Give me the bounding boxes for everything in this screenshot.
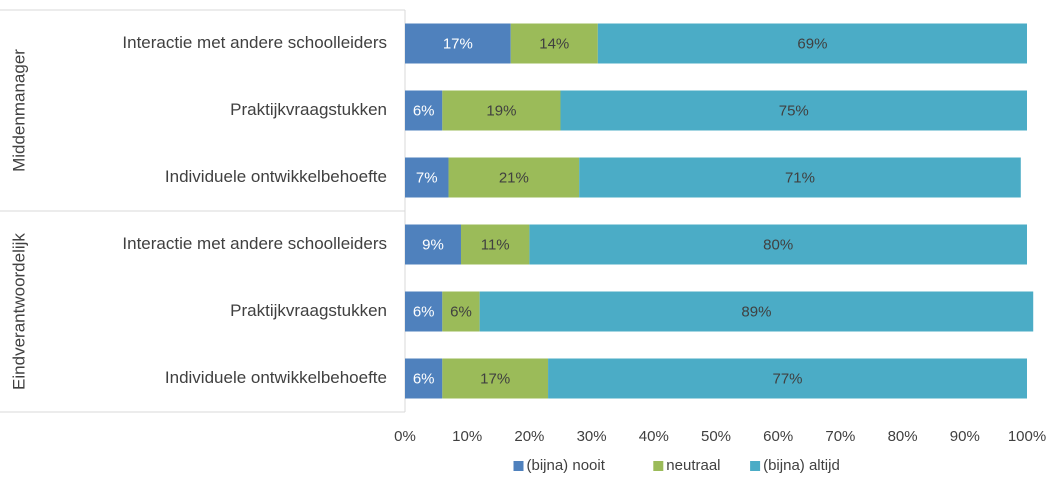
- value-label: 69%: [797, 35, 827, 52]
- x-tick-label: 10%: [452, 428, 482, 445]
- value-label: 17%: [443, 35, 473, 52]
- y-tick-label: Interactie met andere schoolleiders: [122, 33, 387, 52]
- value-label: 7%: [416, 169, 438, 186]
- x-tick-label: 30%: [577, 428, 607, 445]
- legend-swatch: [750, 461, 761, 471]
- bar-segment: [510, 23, 598, 64]
- bar-segment: [460, 224, 530, 265]
- legend-label: neutraal: [666, 457, 720, 474]
- x-tick-label: 100%: [1008, 428, 1046, 445]
- x-tick-label: 20%: [514, 428, 544, 445]
- bar-segment: [560, 90, 1027, 131]
- bar-segment: [597, 23, 1027, 64]
- bar-segment: [579, 157, 1021, 198]
- group-label: Eindverantwoordelijk: [9, 233, 28, 390]
- value-label: 21%: [499, 169, 529, 186]
- x-tick-label: 0%: [394, 428, 416, 445]
- legend-label: (bijna) nooit: [527, 457, 606, 474]
- bar-segment: [405, 291, 443, 332]
- bar-segment: [405, 23, 511, 64]
- x-tick-label: 70%: [825, 428, 855, 445]
- x-tick-label: 60%: [763, 428, 793, 445]
- y-tick-label: Individuele ontwikkelbehoefte: [165, 368, 387, 387]
- value-label: 19%: [486, 102, 516, 119]
- value-label: 75%: [779, 102, 809, 119]
- bar-segment: [442, 90, 561, 131]
- y-tick-label: Praktijkvraagstukken: [230, 100, 387, 119]
- value-label: 6%: [413, 102, 435, 119]
- value-label: 9%: [422, 236, 444, 253]
- value-label: 11%: [481, 236, 510, 253]
- bar-segment: [405, 157, 449, 198]
- bar-segment: [405, 358, 443, 399]
- bar-segment: [442, 358, 549, 399]
- value-label: 80%: [763, 236, 793, 253]
- value-label: 6%: [413, 370, 435, 387]
- bar-segment: [548, 358, 1027, 399]
- bar-segment: [529, 224, 1027, 265]
- y-tick-label: Praktijkvraagstukken: [230, 301, 387, 320]
- value-label: 17%: [480, 370, 510, 387]
- x-tick-label: 90%: [950, 428, 980, 445]
- y-tick-label: Interactie met andere schoolleiders: [122, 234, 387, 253]
- value-label: 6%: [450, 303, 472, 320]
- x-tick-label: 50%: [701, 428, 731, 445]
- group-label: Middenmanager: [9, 49, 28, 172]
- value-label: 14%: [539, 35, 569, 52]
- legend-swatch: [513, 461, 524, 471]
- bar-segment: [405, 224, 461, 265]
- bar-segment: [479, 291, 1034, 332]
- bar-segment: [448, 157, 580, 198]
- legend-swatch: [653, 461, 664, 471]
- bar-segment: [442, 291, 480, 332]
- value-label: 77%: [773, 370, 803, 387]
- bar-segment: [405, 90, 443, 131]
- x-tick-label: 40%: [639, 428, 669, 445]
- x-tick-label: 80%: [888, 428, 918, 445]
- value-label: 6%: [413, 303, 435, 320]
- value-label: 89%: [741, 303, 771, 320]
- y-tick-label: Individuele ontwikkelbehoefte: [165, 167, 387, 186]
- value-label: 71%: [785, 169, 815, 186]
- legend-label: (bijna) altijd: [763, 457, 840, 474]
